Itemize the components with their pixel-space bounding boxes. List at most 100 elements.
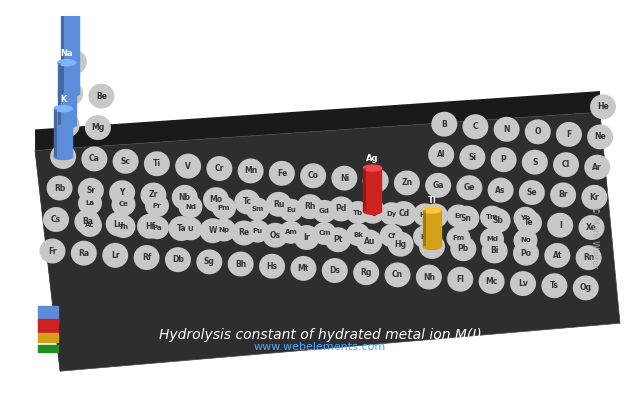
Text: Ag: Ag [367,207,378,216]
Circle shape [380,202,403,225]
Circle shape [40,238,65,264]
Text: V: V [185,162,191,171]
Bar [38,333,58,342]
Circle shape [144,151,170,176]
Text: Tb: Tb [353,210,363,216]
Circle shape [451,236,476,261]
Circle shape [480,206,504,229]
Text: Ac: Ac [85,222,95,228]
Circle shape [547,213,573,238]
Circle shape [172,185,198,210]
Text: Pd: Pd [335,204,347,214]
Circle shape [484,208,511,233]
Text: Tm: Tm [486,214,498,220]
Circle shape [78,178,104,203]
Text: Mc: Mc [486,277,498,286]
Polygon shape [61,12,64,94]
Text: Nb: Nb [179,193,191,202]
Ellipse shape [54,106,72,112]
Circle shape [246,198,269,220]
Text: Fe: Fe [276,169,287,178]
Text: Lr: Lr [111,251,120,260]
Polygon shape [58,63,61,125]
Text: Ga: Ga [433,181,444,190]
Text: O: O [534,127,541,136]
Text: P: P [500,155,506,164]
Text: Rb: Rb [54,184,65,192]
Circle shape [332,166,357,191]
Text: Lu: Lu [113,220,124,228]
Text: Cs: Cs [51,215,61,224]
Text: In: In [431,211,439,220]
Text: C: C [472,122,478,131]
Ellipse shape [423,244,441,250]
Circle shape [88,84,115,108]
Circle shape [134,245,159,270]
Text: Kr: Kr [589,193,599,202]
Ellipse shape [58,122,76,128]
Circle shape [165,247,191,272]
Circle shape [57,81,83,106]
Text: Cn: Cn [392,270,403,279]
Circle shape [516,210,542,235]
Bar [54,108,72,156]
Circle shape [353,260,379,285]
Text: Cu: Cu [370,176,381,185]
Circle shape [237,158,264,184]
Circle shape [212,218,236,242]
Circle shape [43,207,69,232]
Text: Er: Er [454,213,463,219]
Circle shape [491,147,516,172]
Text: Pt: Pt [333,235,342,244]
Circle shape [61,50,87,74]
Text: Np: Np [218,227,230,233]
Text: Be: Be [96,92,107,101]
Text: Fr: Fr [48,246,57,256]
Text: Rf: Rf [142,253,151,262]
Text: Bh: Bh [235,260,246,268]
Text: Zr: Zr [148,190,158,200]
Text: No: No [520,237,531,243]
Text: Se: Se [527,188,537,197]
Circle shape [179,195,202,218]
Circle shape [175,154,201,179]
Bar [364,168,381,211]
Text: Hg: Hg [395,240,406,249]
Circle shape [391,201,417,226]
Text: N: N [504,125,510,134]
Circle shape [541,273,568,298]
Circle shape [47,176,72,200]
Text: Cd: Cd [398,209,410,218]
Circle shape [360,199,385,224]
Circle shape [550,182,576,207]
Circle shape [482,238,508,264]
Text: Mt: Mt [298,264,309,273]
Circle shape [388,232,413,257]
Ellipse shape [61,90,79,96]
Text: Ti: Ti [153,159,161,168]
Circle shape [294,225,319,250]
Text: La: La [86,200,95,206]
Circle shape [463,114,488,139]
Text: Cr: Cr [214,164,224,173]
Text: Ra: Ra [78,249,90,258]
Circle shape [140,182,166,208]
Text: Tc: Tc [243,198,252,206]
Circle shape [102,243,128,268]
Text: Th: Th [118,224,129,230]
Circle shape [106,212,132,236]
Text: Gd: Gd [319,208,330,214]
Circle shape [111,193,136,216]
Circle shape [322,258,348,283]
Circle shape [519,180,545,205]
Text: Ge: Ge [463,183,475,192]
Polygon shape [35,112,620,371]
Text: © Mark Winter: © Mark Winter [591,206,600,268]
Polygon shape [35,130,60,371]
Circle shape [113,149,139,174]
Circle shape [74,209,100,234]
Circle shape [312,222,337,245]
Text: Pr: Pr [153,203,161,209]
Text: Mg: Mg [92,123,104,132]
Circle shape [325,227,351,252]
